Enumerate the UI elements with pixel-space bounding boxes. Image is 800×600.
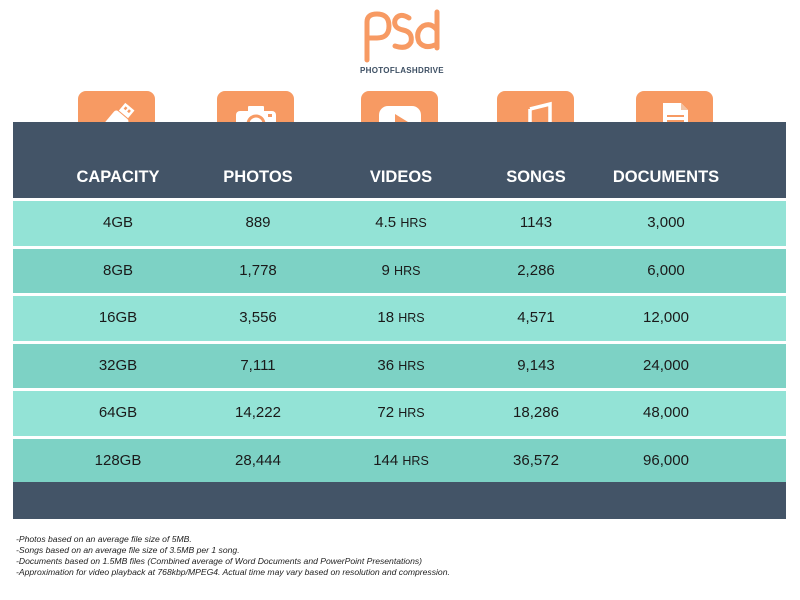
cell-videos-value: 144 xyxy=(373,451,399,469)
table-row: 4GB 889 4.5 HRS 1143 3,000 xyxy=(13,198,786,249)
logo-wordmark: PHOTOFLASHDRIVE xyxy=(360,66,444,75)
cell-videos: 72 HRS xyxy=(348,391,454,436)
cell-videos-value: 36 xyxy=(377,356,395,374)
table-row: 16GB 3,556 18 HRS 4,571 12,000 xyxy=(13,296,786,344)
column-header-songs: SONGS xyxy=(506,168,566,186)
column-header-videos: VIDEOS xyxy=(369,168,433,186)
cell-capacity: 8GB xyxy=(102,261,133,279)
cell-documents: 96,000 xyxy=(643,451,689,469)
cell-capacity: 4GB xyxy=(102,214,133,231)
table-row: 64GB 14,222 72 HRS 18,286 48,000 xyxy=(13,391,786,439)
cell-songs: 2,286 xyxy=(517,261,555,279)
table-header: CAPACITY PHOTOS VIDEOS SONGS DOCUMENTS xyxy=(13,122,786,195)
cell-videos-value: 72 xyxy=(377,404,395,421)
cell-songs: 1143 xyxy=(519,214,553,231)
psd-logo-mark-icon xyxy=(364,9,440,63)
column-header-documents: DOCUMENTS xyxy=(612,168,720,186)
cell-videos-unit: HRS xyxy=(398,311,425,325)
cell-capacity: 128GB xyxy=(94,451,142,469)
cell-capacity: 32GB xyxy=(98,356,138,374)
column-header-capacity: CAPACITY xyxy=(76,168,160,186)
brand-logo: PHOTOFLASHDRIVE xyxy=(354,8,450,78)
cell-photos: 3,556 xyxy=(239,309,277,326)
cell-videos-unit: HRS xyxy=(400,216,427,230)
footnote-songs: -Songs based on an average file size of … xyxy=(16,545,240,555)
capacity-table: CAPACITY PHOTOS VIDEOS SONGS DOCUMENTS 4… xyxy=(13,122,786,519)
table-body: 4GB 889 4.5 HRS 1143 3,000 8GB 1,778 9 H… xyxy=(13,198,786,486)
cell-videos-value: 9 xyxy=(381,261,390,279)
column-header-photos: PHOTOS xyxy=(223,168,293,186)
cell-songs: 9,143 xyxy=(517,356,555,374)
footnote-video: -Approximation for video playback at 768… xyxy=(16,567,450,577)
cell-videos: 36 HRS xyxy=(348,344,454,389)
cell-videos-value: 18 xyxy=(377,309,395,326)
cell-songs: 18,286 xyxy=(513,404,559,421)
cell-documents: 6,000 xyxy=(647,261,685,279)
cell-capacity: 64GB xyxy=(98,404,138,421)
cell-documents: 12,000 xyxy=(643,309,689,326)
table-row: 8GB 1,778 9 HRS 2,286 6,000 xyxy=(13,248,786,296)
cell-songs: 4,571 xyxy=(517,309,555,326)
cell-videos: 144 HRS xyxy=(348,439,454,484)
cell-videos: 4.5 HRS xyxy=(348,201,454,246)
cell-photos: 28,444 xyxy=(235,451,281,469)
table-row: 128GB 28,444 144 HRS 36,572 96,000 xyxy=(13,438,786,486)
table-row: 32GB 7,111 36 HRS 9,143 24,000 xyxy=(13,343,786,391)
cell-photos: 1,778 xyxy=(239,261,277,279)
cell-videos: 9 HRS xyxy=(348,249,454,294)
cell-videos-unit: HRS xyxy=(398,406,425,420)
cell-photos: 889 xyxy=(245,214,271,231)
cell-songs: 36,572 xyxy=(513,451,559,469)
footnote-documents: -Documents based on 1.5MB files (Combine… xyxy=(16,556,423,566)
cell-videos-unit: HRS xyxy=(402,453,429,468)
cell-capacity: 16GB xyxy=(98,309,138,326)
cell-videos: 18 HRS xyxy=(348,296,454,341)
cell-photos: 7,111 xyxy=(240,356,276,374)
footnote-photos: -Photos based on an average file size of… xyxy=(16,534,192,544)
cell-photos: 14,222 xyxy=(235,404,281,421)
cell-videos-unit: HRS xyxy=(394,263,421,278)
cell-documents: 48,000 xyxy=(643,404,689,421)
table-footer-bar xyxy=(13,482,786,519)
cell-videos-unit: HRS xyxy=(398,358,425,373)
cell-documents: 3,000 xyxy=(647,214,685,231)
footnotes: -Photos based on an average file size of… xyxy=(16,534,786,578)
cell-documents: 24,000 xyxy=(643,356,689,374)
cell-videos-value: 4.5 xyxy=(375,214,397,231)
